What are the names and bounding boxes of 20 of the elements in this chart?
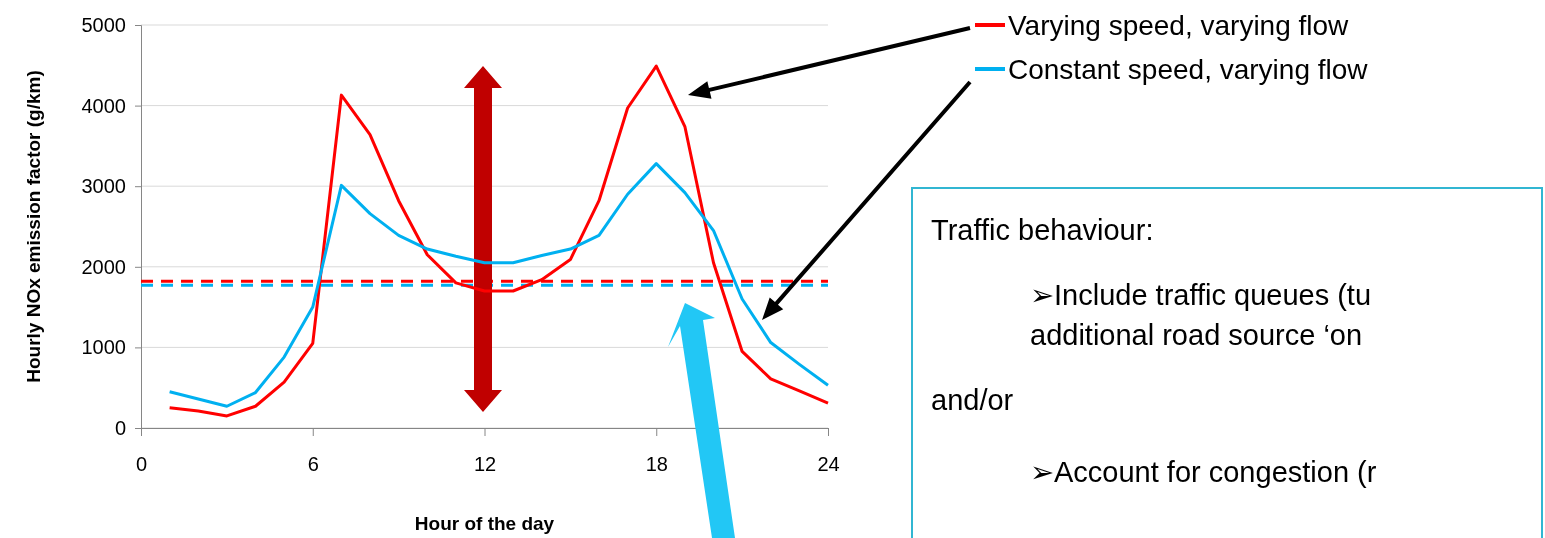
y-tick-label: 3000 [81,175,126,198]
y-tick-label: 2000 [81,255,126,278]
text: additional road source ‘on [1030,319,1363,351]
x-tick-label: 6 [307,453,319,475]
legend-label: Constant speed, varying flow [1008,54,1369,85]
x-tick-label: 12 [473,453,497,475]
y-tick-label: 5000 [81,13,126,36]
y-tick-label: 0 [114,416,126,439]
text: ➢Account for congestion (r [1030,456,1377,488]
legend-label: Varying speed, varying flow [1008,10,1350,41]
x-axis-title: Hour of the day [414,513,555,534]
x-tick-label: 18 [645,453,668,475]
x-tick-label: 0 [135,453,148,475]
text: ➢Include traffic queues (tu [1030,279,1372,311]
text: Traffic behaviour: [931,214,1154,246]
y-tick-label: 4000 [81,94,126,117]
y-tick-label: 1000 [81,336,126,359]
y-axis-title: Hourly NOx emission factor (g/km) [23,70,44,383]
x-tick-label: 24 [817,453,840,475]
text: and/or [931,384,1014,416]
